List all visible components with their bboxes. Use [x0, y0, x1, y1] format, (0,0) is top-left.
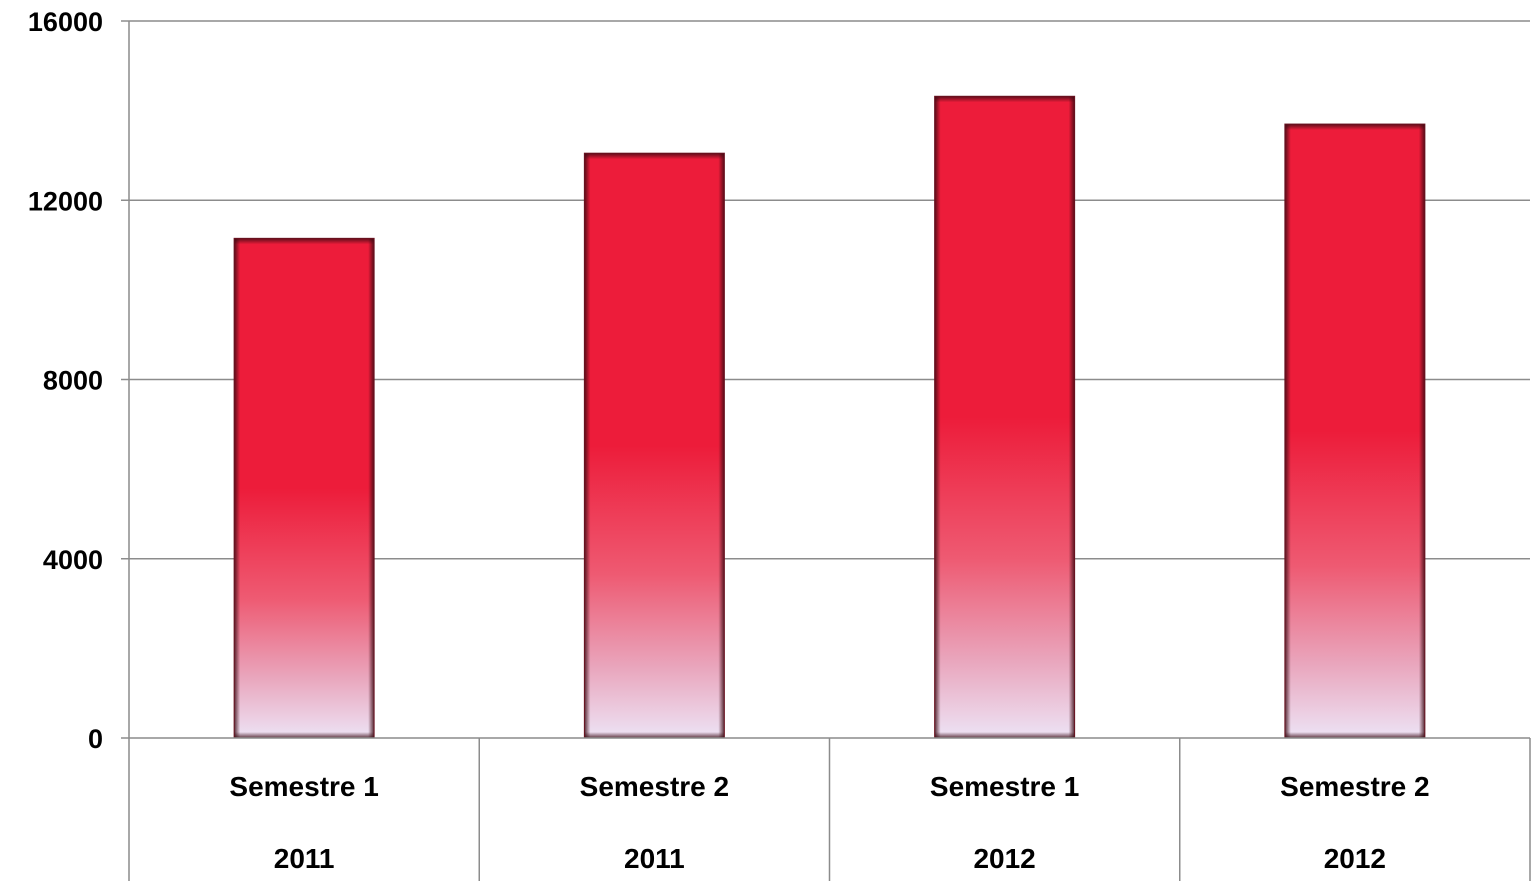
bar-edge [934, 96, 941, 738]
bar-fill [1284, 124, 1425, 739]
labels: 0 4000 8000 12000 16000 Semestre 1 2011 Semestr… [28, 7, 1430, 874]
bar-edge [234, 732, 375, 738]
bar [1284, 123, 1426, 739]
bar-edge [934, 96, 1075, 103]
x-category-label: Semestre 1 [930, 771, 1079, 802]
bar [233, 237, 375, 739]
x-group-label: 2012 [973, 843, 1035, 874]
bar [583, 152, 725, 739]
y-tick-label: 0 [88, 724, 103, 754]
x-category-label: Semestre 1 [229, 771, 378, 802]
x-group-label: 2012 [1324, 843, 1386, 874]
y-tick-label: 12000 [28, 186, 103, 216]
x-category-label: Semestre 2 [580, 771, 729, 802]
y-tick-label: 16000 [28, 7, 103, 37]
bar-fill [584, 153, 725, 738]
bar-edge [234, 238, 375, 245]
x-group-label: 2011 [274, 843, 335, 874]
bar-edge [1284, 732, 1425, 738]
bar-edge [934, 732, 1075, 738]
bar-edge [718, 153, 725, 738]
bar-edge [1284, 124, 1291, 739]
bar-fill [234, 238, 375, 738]
bar-edge [584, 732, 725, 738]
bar-edge [1068, 96, 1075, 738]
axes [121, 20, 1531, 881]
bar-edge [368, 238, 375, 738]
bars [233, 95, 1426, 739]
bar-edge [1418, 124, 1425, 739]
x-group-label: 2011 [624, 843, 685, 874]
bar-fill [934, 96, 1075, 738]
x-category-label: Semestre 2 [1280, 771, 1429, 802]
bar [934, 95, 1076, 739]
y-tick-label: 4000 [43, 545, 103, 575]
bar-edge [234, 238, 241, 738]
bar-edge [584, 153, 591, 738]
bar-edge [1284, 124, 1425, 131]
bar-edge [584, 153, 725, 160]
y-tick-label: 8000 [43, 366, 103, 396]
